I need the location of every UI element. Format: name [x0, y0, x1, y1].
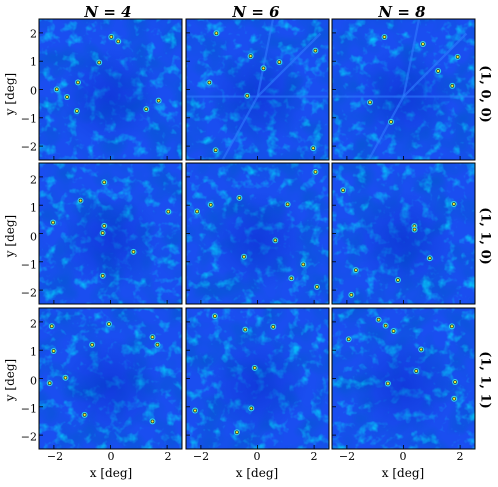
map-panel-111-n4: [38, 307, 183, 450]
y-tick-label: 2: [30, 317, 37, 331]
map-panel-110-n8: [331, 162, 476, 305]
map-panel-100-n4: [38, 18, 183, 161]
y-tick-label: 1: [30, 345, 37, 359]
map-panel-100-n6: [185, 18, 330, 161]
x-tick-label: 2: [164, 450, 172, 463]
row-label-100: (1, 0, 0): [477, 65, 493, 123]
column-title-n4: N = 4: [84, 3, 132, 21]
x-tick-label: −2: [46, 450, 64, 463]
y-tick-label: −1: [20, 258, 37, 272]
y-tick-label: 0: [30, 230, 37, 244]
map-panel-110-n4: [38, 162, 183, 305]
y-tick-label: −1: [20, 402, 37, 416]
y-tick-label: 1: [30, 55, 37, 69]
row-label-111: (1, 1, 1): [477, 351, 493, 409]
map-panel-100-n8: [331, 18, 476, 161]
x-tick-label: −2: [192, 450, 210, 463]
column-title-n6: N = 6: [232, 3, 280, 21]
y-axis-label-row1: y [deg]: [3, 72, 17, 116]
x-tick-label: 0: [107, 450, 115, 463]
y-axis-label-row2: y [deg]: [3, 214, 17, 258]
y-tick-label: 0: [30, 374, 37, 388]
map-panel-111-n6: [185, 307, 330, 450]
y-tick-label: 1: [30, 201, 37, 215]
y-tick-label: −2: [20, 140, 37, 154]
y-tick-label: −2: [20, 286, 37, 300]
y-tick-label: −1: [20, 112, 37, 126]
column-title-n8: N = 8: [378, 3, 426, 21]
y-tick-label: 0: [30, 84, 37, 98]
x-tick-label: 2: [456, 450, 464, 463]
x-tick-label: 2: [310, 450, 318, 463]
x-axis-label-col2: x [deg]: [235, 466, 279, 480]
x-tick-label: 0: [253, 450, 261, 463]
y-tick-label: −2: [20, 430, 37, 444]
map-panel-110-n6: [185, 162, 330, 305]
x-tick-label: 0: [399, 450, 407, 463]
y-tick-label: 2: [30, 173, 37, 187]
x-tick-label: −2: [338, 450, 356, 463]
y-tick-label: 2: [30, 27, 37, 41]
map-panel-111-n8: [331, 307, 476, 450]
x-axis-label-col1: x [deg]: [89, 466, 133, 480]
y-axis-label-row3: y [deg]: [3, 358, 17, 402]
x-axis-label-col3: x [deg]: [381, 466, 425, 480]
row-label-110: (1, 1, 0): [477, 207, 493, 265]
